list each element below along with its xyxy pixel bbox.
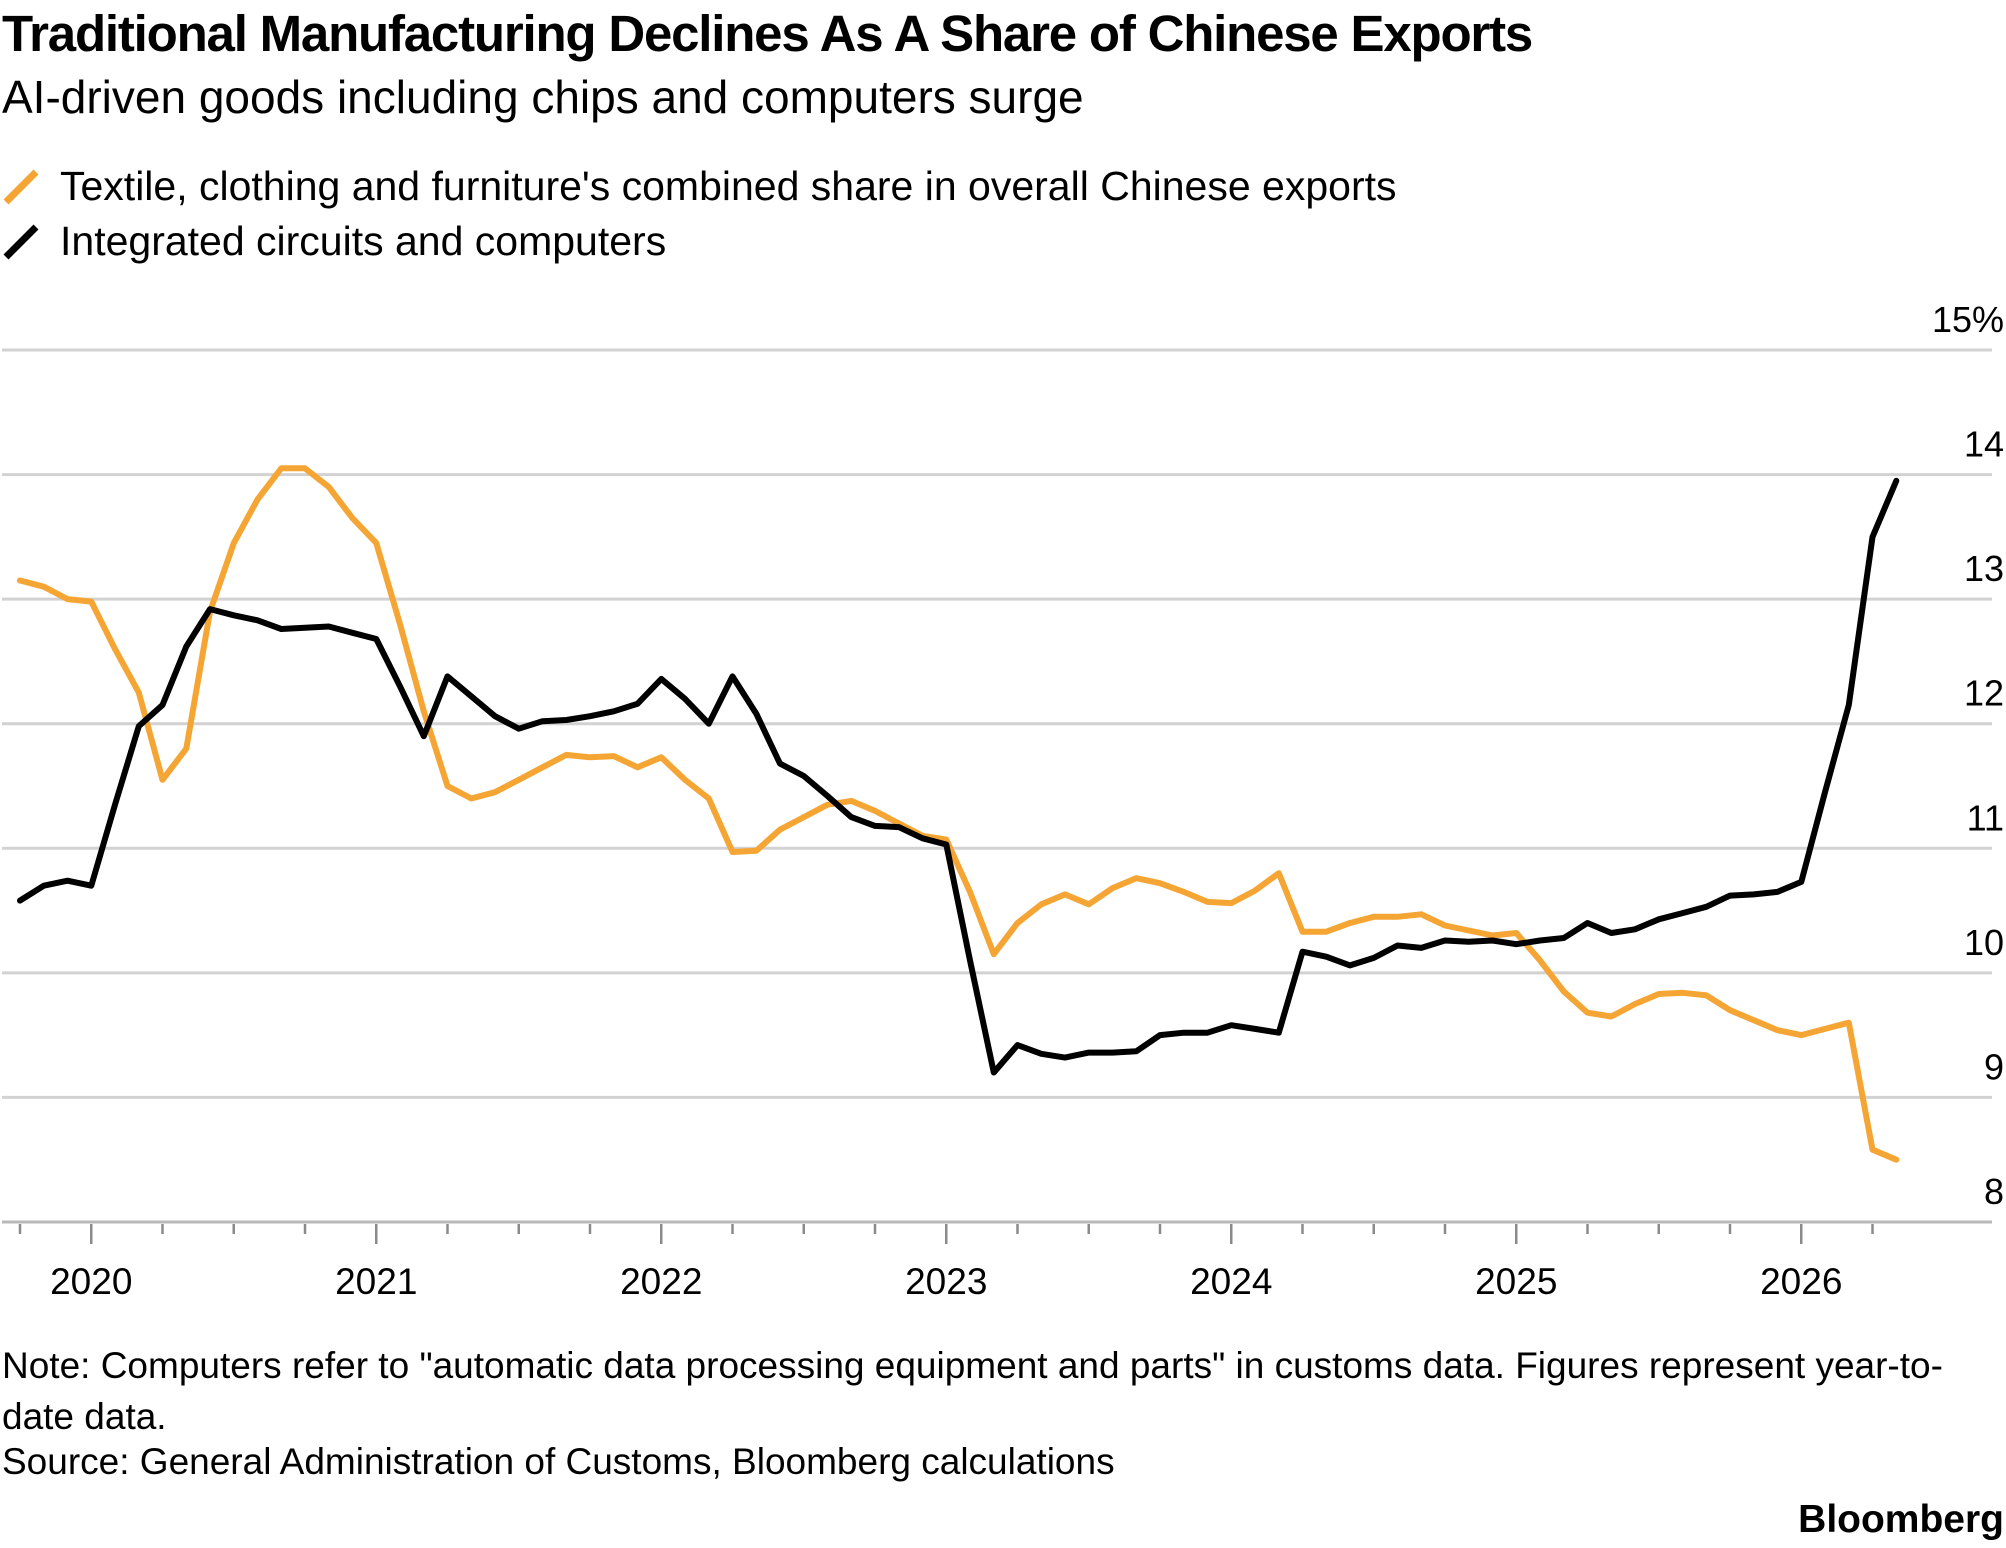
x-tick-label: 2022	[620, 1261, 702, 1302]
y-tick-label: 10	[1964, 922, 2004, 963]
legend-swatch-textile-icon	[3, 169, 39, 205]
legend-label-circuits: Integrated circuits and computers	[60, 217, 667, 264]
gridlines	[2, 348, 1992, 1224]
y-tick-label: 15%	[1932, 299, 2004, 340]
y-tick-label: 12	[1964, 673, 2004, 714]
y-tick-label: 8	[1984, 1171, 2004, 1212]
y-axis-tick-labels: 15% 14 13 12 11 10 9 8	[1932, 299, 2004, 1212]
chart-note: Note: Computers refer to "automatic data…	[2, 1345, 1943, 1437]
y-tick-label: 13	[1964, 548, 2004, 589]
bloomberg-logo: Bloomberg	[1798, 1498, 2004, 1541]
x-tick-label: 2021	[335, 1261, 417, 1302]
x-tick-label: 2025	[1475, 1261, 1557, 1302]
legend-item-textile: Textile, clothing and furniture's combin…	[2, 163, 1396, 209]
y-tick-label: 14	[1964, 424, 2004, 465]
chart-subtitle: AI-driven goods including chips and comp…	[2, 71, 1084, 123]
series-lines	[17, 465, 1900, 1163]
x-tick-label: 2024	[1190, 1261, 1272, 1302]
series-line-circuits	[17, 477, 1900, 1076]
legend-label-textile: Textile, clothing and furniture's combin…	[60, 162, 1397, 209]
legend-item-circuits: Integrated circuits and computers	[2, 218, 666, 264]
series-line-textile	[17, 465, 1900, 1163]
chart-source: Source: General Administration of Custom…	[2, 1441, 1115, 1482]
y-tick-label: 9	[1984, 1046, 2004, 1087]
x-axis: 2020 2021 2022 2023 2024 2025 2026	[18, 1224, 1874, 1302]
x-tick-label: 2020	[50, 1261, 132, 1302]
line-chart: 15% 14 13 12 11 10 9 8 2020 2021 2022 2023 2024 2025…	[2, 299, 2004, 1302]
x-tick-label: 2026	[1760, 1261, 1842, 1302]
chart-title: Traditional Manufacturing Declines As A …	[2, 5, 1533, 62]
legend-swatch-circuits-icon	[3, 224, 39, 260]
y-tick-label: 11	[1967, 797, 2004, 838]
x-tick-label: 2023	[905, 1261, 987, 1302]
